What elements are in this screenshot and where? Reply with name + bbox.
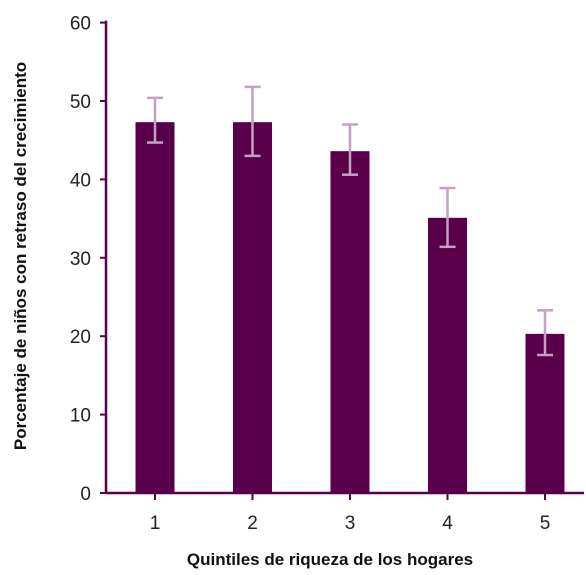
y-tick-label: 40 bbox=[70, 170, 91, 191]
bar bbox=[525, 333, 565, 493]
y-tick-label: 0 bbox=[80, 484, 91, 505]
bar bbox=[330, 151, 370, 493]
bar bbox=[428, 217, 467, 494]
x-tick-label: 2 bbox=[247, 513, 258, 534]
y-tick-label: 30 bbox=[70, 249, 91, 270]
x-axis-title: Quintiles de riqueza de los hogares bbox=[187, 550, 473, 569]
y-axis-title: Porcentaje de niños con retraso del crec… bbox=[11, 62, 30, 450]
y-tick-label: 10 bbox=[70, 406, 91, 427]
x-tick-label: 1 bbox=[150, 513, 161, 534]
y-tick-label: 50 bbox=[70, 92, 91, 113]
y-tick-label: 20 bbox=[70, 327, 91, 348]
bar bbox=[135, 122, 175, 493]
bar bbox=[233, 122, 272, 493]
x-tick-label: 4 bbox=[442, 513, 453, 534]
y-tick-label: 60 bbox=[70, 14, 91, 35]
x-tick-label: 3 bbox=[345, 513, 356, 534]
plot-area: 0 10 20 30 40 50 60 1 2 3 4 5 bbox=[70, 14, 584, 534]
x-tick-label: 5 bbox=[540, 513, 551, 534]
